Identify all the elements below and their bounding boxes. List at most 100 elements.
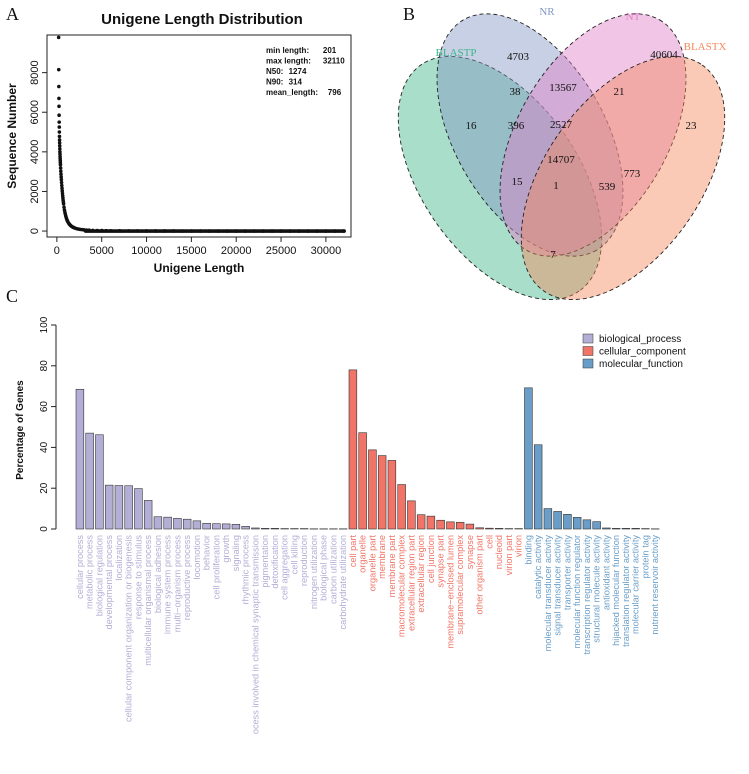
go-bar xyxy=(407,500,416,530)
category-label: immune system process xyxy=(163,535,173,634)
y-axis-label: Sequence Number xyxy=(5,83,19,189)
venn-set-label: NT xyxy=(626,11,641,23)
legend-label: biological_process xyxy=(599,334,681,345)
go-bar xyxy=(465,523,475,530)
category-label: ocess involved in chemical synaptic tran… xyxy=(250,535,260,734)
stat-value: 201 xyxy=(323,46,337,55)
category-label: extracellular region part xyxy=(406,535,416,631)
category-label: behavior xyxy=(202,535,212,570)
venn-ellipse-blastx xyxy=(520,55,726,301)
venn-ellipses xyxy=(397,13,726,301)
go-bar xyxy=(416,514,426,530)
data-point xyxy=(57,120,61,124)
go-bar xyxy=(163,516,172,530)
category-label: supramolecular complex xyxy=(455,535,465,635)
category-label: pigmentation xyxy=(260,535,270,588)
category-label: multicellular organismal process xyxy=(143,535,153,666)
category-label: nitrogen utilization xyxy=(309,535,319,609)
stat-value: 32110 xyxy=(323,57,345,66)
go-bar xyxy=(260,528,270,530)
go-bar xyxy=(582,519,592,530)
stat-value: 1274 xyxy=(289,67,307,76)
category-label: carbohydrate utilization xyxy=(338,535,348,629)
venn-ellipse-nr xyxy=(436,13,624,257)
go-bar xyxy=(173,518,182,530)
stat-label: N50: xyxy=(266,67,283,76)
y-tick-label: 100 xyxy=(39,316,50,333)
x-tick-label: 5000 xyxy=(89,245,113,257)
go-bar xyxy=(485,527,494,530)
go-bar xyxy=(553,511,562,530)
data-point xyxy=(59,183,64,188)
category-label: cell xyxy=(484,535,494,549)
data-point xyxy=(57,96,61,101)
data-point xyxy=(57,144,62,148)
length-stats-legend: min length: 201 max length: 32110 N50: 1274 N9… xyxy=(266,46,345,97)
go-bar xyxy=(621,528,631,530)
go-bar xyxy=(572,517,582,530)
x-tick-label: 25000 xyxy=(266,245,297,257)
category-label: biological regulation xyxy=(94,535,104,616)
chart-legend: biological_process cellular_componentmole… xyxy=(582,333,686,370)
stat-label: min length: xyxy=(266,46,309,55)
scatter-points xyxy=(56,35,346,233)
go-bar xyxy=(494,528,504,530)
data-point xyxy=(57,84,61,89)
venn-set-label: BLASTX xyxy=(684,41,727,53)
go-bar xyxy=(124,485,133,530)
data-point xyxy=(57,134,62,139)
y-tick-label: 0 xyxy=(39,526,50,532)
go-bar xyxy=(231,524,241,530)
stat-label: max length: xyxy=(266,57,311,66)
category-label: membrane part xyxy=(387,535,397,598)
go-bar xyxy=(95,434,104,530)
venn-region-count: 40604 xyxy=(650,49,678,61)
category-label: virion part xyxy=(504,535,514,576)
category-label: localization xyxy=(114,535,124,580)
category-labels: cellular process metabolic process biologi… xyxy=(75,535,660,735)
legend-swatch xyxy=(582,333,594,344)
venn-ellipse-nt xyxy=(499,13,687,257)
panel-letter-c: C xyxy=(6,286,18,306)
category-label: nucleoid xyxy=(494,535,504,569)
panel-letter-b: B xyxy=(403,4,415,24)
stat-label: mean_length: xyxy=(266,88,318,97)
go-bar xyxy=(104,484,114,530)
category-label: binding xyxy=(523,535,533,565)
x-tick-label: 10000 xyxy=(131,245,162,257)
category-label: organelle xyxy=(358,535,368,573)
go-bar xyxy=(348,369,358,530)
stat-label: N90: xyxy=(266,78,283,87)
go-bars xyxy=(75,369,660,530)
category-label: other organism part xyxy=(475,535,485,615)
go-bar xyxy=(202,522,211,530)
x-tick-label: 30000 xyxy=(311,245,342,257)
data-point xyxy=(60,186,64,191)
go-bar xyxy=(611,528,621,530)
go-bar xyxy=(397,484,406,530)
category-label: multi−organism process xyxy=(172,535,182,633)
category-label: cell killing xyxy=(289,535,299,574)
go-bar xyxy=(75,388,85,530)
category-label: signaling xyxy=(231,535,241,571)
go-bar xyxy=(387,460,397,530)
category-label: metabolic process xyxy=(85,535,95,609)
go-bar xyxy=(631,528,640,530)
go-bar xyxy=(182,518,192,530)
go-bar xyxy=(143,500,153,530)
go-bar xyxy=(524,387,533,530)
category-label: transcription regulator activity xyxy=(582,535,592,655)
category-label: locomotion xyxy=(192,535,202,579)
venn-region-count: 21 xyxy=(614,86,625,98)
category-label: membrane−enclosed lumen xyxy=(445,535,455,649)
x-tick-label: 20000 xyxy=(221,245,252,257)
category-label: cellular component organization or bioge… xyxy=(124,535,134,722)
go-bar xyxy=(114,485,124,530)
x-axis: 0 5000 10000 15000 20000 25000 30000 xyxy=(54,237,341,257)
category-label: antioxidant activity xyxy=(601,535,611,610)
plot-frame xyxy=(46,34,352,238)
data-point xyxy=(58,166,63,170)
venn-region-count: 773 xyxy=(624,168,641,180)
y-tick-label: 60 xyxy=(39,401,50,413)
venn-region-count: 23 xyxy=(686,120,698,132)
